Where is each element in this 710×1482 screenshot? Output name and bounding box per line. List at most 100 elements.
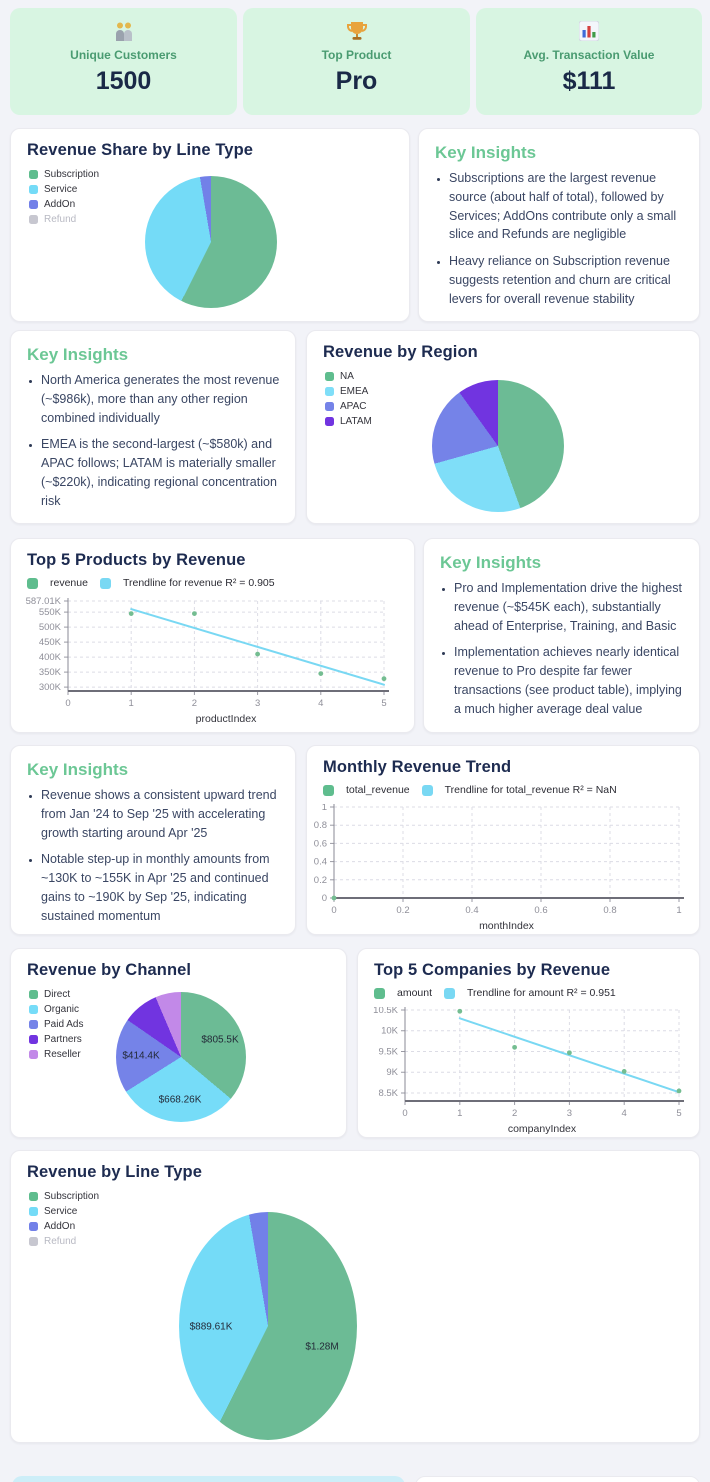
trophy-icon — [243, 21, 470, 43]
kpi-value: Pro — [335, 67, 378, 95]
legend-item-refund[interactable]: Refund — [29, 212, 99, 227]
bar-chart-icon — [476, 20, 702, 43]
card-title: Top 5 Companies by Revenue — [374, 961, 611, 979]
svg-text:10.5K: 10.5K — [373, 1007, 398, 1016]
pie-value-label: $805.5K — [201, 1034, 239, 1046]
legend-item-service[interactable]: Service — [29, 182, 99, 197]
svg-text:1: 1 — [457, 1108, 462, 1119]
scatter-legend[interactable]: revenue Trendline for revenue R² = 0.905 — [27, 577, 275, 589]
svg-text:0: 0 — [65, 698, 70, 709]
svg-text:productIndex: productIndex — [196, 713, 257, 725]
legend-item-subscription[interactable]: Subscription — [29, 167, 99, 182]
card-revenue-share-line-type: Revenue Share by Line Type Subscription S… — [10, 128, 410, 322]
scatter-chart-companies[interactable]: 10.5K 10K 9.5K 9K 8.5K 0 1 2 3 4 5 companyIndex — [358, 1005, 701, 1144]
svg-text:2: 2 — [512, 1108, 517, 1119]
partial-card — [415, 1476, 700, 1482]
scatter-chart-monthly[interactable]: 1 0.8 0.6 0.4 0.2 0 0 0.2 0.4 0.6 0.8 1 monthIndex — [307, 802, 701, 941]
insight-bullet: EMEA is the second-largest (~$580k) and … — [41, 435, 285, 510]
pie-legend: Subscription Service AddOn Refund — [29, 1189, 99, 1249]
pie-value-label: $414.4K — [122, 1050, 160, 1062]
card-title: Revenue by Region — [323, 343, 478, 361]
scatter-chart-products[interactable]: 587.01K 550K 500K 450K 400K 350K 300K 0 1 2 3 4 5 pro… — [11, 596, 416, 734]
card-title: Revenue by Channel — [27, 961, 192, 979]
legend-item-organic[interactable]: Organic — [29, 1002, 83, 1017]
kpi-label: Top Product — [321, 48, 392, 62]
insights-list: North America generates the most revenue… — [11, 371, 295, 510]
svg-text:0.6: 0.6 — [534, 905, 547, 916]
insights-heading: Key Insights — [440, 553, 542, 572]
svg-text:9K: 9K — [386, 1067, 398, 1078]
insight-bullet: Notable step-up in monthly amounts from … — [41, 850, 285, 925]
insight-bullet: North America generates the most revenue… — [41, 371, 285, 427]
card-title: Revenue Share by Line Type — [27, 141, 254, 159]
svg-text:0: 0 — [322, 893, 327, 904]
legend-item-latam[interactable]: LATAM — [325, 414, 372, 429]
legend-item-reseller[interactable]: Reseller — [29, 1047, 83, 1062]
scatter-legend[interactable]: total_revenue Trendline for total_revenue… — [323, 784, 617, 796]
card-insights-monthly: Key Insights Revenue shows a consistent … — [10, 745, 296, 935]
insights-heading: Key Insights — [435, 143, 537, 162]
svg-text:450K: 450K — [39, 637, 62, 648]
card-revenue-by-line-type: Revenue by Line Type Subscription Service… — [10, 1150, 700, 1443]
legend-item-addon[interactable]: AddOn — [29, 1219, 99, 1234]
card-title: Revenue by Line Type — [27, 1163, 202, 1181]
svg-text:400K: 400K — [39, 652, 62, 663]
svg-text:2: 2 — [192, 698, 197, 709]
pie-legend: Subscription Service AddOn Refund — [29, 167, 99, 227]
svg-text:0.2: 0.2 — [396, 905, 409, 916]
svg-text:1: 1 — [322, 804, 327, 813]
pie-chart-channel[interactable] — [116, 992, 246, 1122]
pie-chart-line-type[interactable] — [179, 1212, 357, 1440]
svg-text:8.5K: 8.5K — [378, 1088, 398, 1099]
pie-chart-line-type-share[interactable] — [145, 176, 277, 308]
card-top5-companies: Top 5 Companies by Revenue amount Trendli… — [357, 948, 700, 1138]
pie-legend: NA EMEA APAC LATAM — [325, 369, 372, 429]
insights-heading: Key Insights — [27, 760, 129, 779]
svg-text:550K: 550K — [39, 607, 62, 618]
card-monthly-revenue-trend: Monthly Revenue Trend total_revenue Trend… — [306, 745, 700, 935]
svg-text:0.4: 0.4 — [314, 857, 327, 868]
insights-heading: Key Insights — [27, 345, 129, 364]
insights-list: Pro and Implementation drive the highest… — [424, 579, 699, 718]
svg-text:1: 1 — [676, 905, 681, 916]
card-revenue-by-channel: Revenue by Channel Direct Organic Paid Ads… — [10, 948, 347, 1138]
pie-value-label: $889.61K — [189, 1321, 233, 1333]
pie-chart-region[interactable] — [432, 380, 564, 512]
scatter-legend[interactable]: amount Trendline for amount R² = 0.951 — [374, 987, 616, 999]
legend-item-paid-ads[interactable]: Paid Ads — [29, 1017, 83, 1032]
kpi-card-avg-transaction-value: Avg. Transaction Value $111 — [476, 8, 702, 115]
svg-text:0.8: 0.8 — [314, 820, 327, 831]
svg-text:10K: 10K — [381, 1026, 399, 1037]
svg-text:5: 5 — [381, 698, 386, 709]
people-icon — [10, 21, 237, 43]
svg-text:4: 4 — [318, 698, 323, 709]
svg-text:companyIndex: companyIndex — [508, 1123, 577, 1135]
insight-bullet: Implementation achieves nearly identical… — [454, 643, 689, 718]
legend-item-apac[interactable]: APAC — [325, 399, 372, 414]
legend-item-service[interactable]: Service — [29, 1204, 99, 1219]
insight-bullet: Heavy reliance on Subscription revenue s… — [449, 252, 689, 308]
svg-text:3: 3 — [255, 698, 260, 709]
pie-value-label: $668.26K — [158, 1094, 202, 1106]
kpi-label: Unique Customers — [70, 48, 177, 62]
legend-item-refund[interactable]: Refund — [29, 1234, 99, 1249]
insight-bullet: Subscriptions are the largest revenue so… — [449, 169, 689, 244]
kpi-card-top-product: Top Product Pro — [243, 8, 470, 115]
legend-item-partners[interactable]: Partners — [29, 1032, 83, 1047]
kpi-value: $111 — [562, 67, 616, 95]
svg-text:300K: 300K — [39, 682, 62, 693]
svg-text:350K: 350K — [39, 667, 62, 678]
svg-text:4: 4 — [622, 1108, 627, 1119]
legend-item-na[interactable]: NA — [325, 369, 372, 384]
legend-item-direct[interactable]: Direct — [29, 987, 83, 1002]
pie-value-label: $1.28M — [305, 1341, 339, 1353]
partial-card-table-header — [12, 1476, 405, 1482]
legend-item-subscription[interactable]: Subscription — [29, 1189, 99, 1204]
kpi-value: 1500 — [95, 67, 152, 95]
kpi-card-unique-customers: Unique Customers 1500 — [10, 8, 237, 115]
svg-text:1: 1 — [129, 698, 134, 709]
svg-text:monthIndex: monthIndex — [479, 920, 535, 932]
legend-item-emea[interactable]: EMEA — [325, 384, 372, 399]
legend-item-addon[interactable]: AddOn — [29, 197, 99, 212]
svg-text:0.4: 0.4 — [465, 905, 478, 916]
